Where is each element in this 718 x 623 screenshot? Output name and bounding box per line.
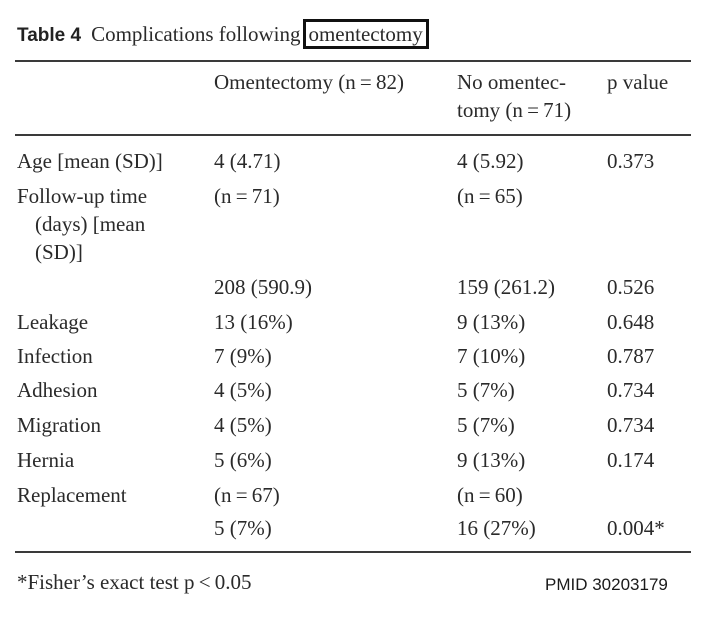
header-no-omentectomy-line1: No omentec- <box>457 70 567 94</box>
cell-age-omentectomy: 4 (4.71) <box>214 149 281 173</box>
cell-migration-no-omentectomy: 5 (7%) <box>457 413 515 437</box>
cell-leakage-omentectomy: 13 (16%) <box>214 310 293 334</box>
cell-leakage-p: 0.648 <box>607 310 655 334</box>
cell-leakage-no-omentectomy: 9 (13%) <box>457 310 526 334</box>
cell-infection-no-omentectomy: 7 (10%) <box>457 344 526 368</box>
row-label-infection: Infection <box>17 344 93 368</box>
cell-hernia-p: 0.174 <box>607 448 655 472</box>
source-pmid: PMID 30203179 <box>545 575 668 594</box>
header-p-value: p value <box>607 70 669 94</box>
cell-infection-omentectomy: 7 (9%) <box>214 344 272 368</box>
highlighted-term: omentectomy <box>303 19 429 49</box>
cell-replacement-p: 0.004* <box>607 516 665 540</box>
row-label-followup-line2: (days) [mean <box>35 212 146 236</box>
table-footnote: *Fisher’s exact test p < 0.05 <box>17 570 252 594</box>
table-number: Table 4 <box>17 25 82 46</box>
cell-followup-p: 0.526 <box>607 275 655 299</box>
cell-followup-n-no-omentectomy: (n = 65) <box>457 184 523 208</box>
row-label-replacement: Replacement <box>17 483 127 507</box>
cell-age-no-omentectomy: 4 (5.92) <box>457 149 524 173</box>
row-label-followup-line1: Follow-up time <box>17 184 148 208</box>
cell-migration-omentectomy: 4 (5%) <box>214 413 272 437</box>
cell-replacement-n-no-omentectomy: (n = 60) <box>457 483 523 507</box>
cell-replacement-no-omentectomy: 16 (27%) <box>457 516 536 540</box>
caption-text: Complications following <box>91 22 301 46</box>
cell-followup-omentectomy: 208 (590.9) <box>214 275 312 299</box>
cell-infection-p: 0.787 <box>607 344 655 368</box>
header-omentectomy: Omentectomy (n = 82) <box>214 70 404 94</box>
row-label-leakage: Leakage <box>17 310 89 334</box>
cell-hernia-no-omentectomy: 9 (13%) <box>457 448 526 472</box>
table-top-rule <box>15 60 691 62</box>
row-label-age: Age [mean (SD)] <box>17 149 163 173</box>
cell-adhesion-no-omentectomy: 5 (7%) <box>457 378 515 402</box>
cell-adhesion-p: 0.734 <box>607 378 655 402</box>
row-label-followup-line3: (SD)] <box>35 240 83 264</box>
cell-age-p: 0.373 <box>607 149 655 173</box>
cell-replacement-omentectomy: 5 (7%) <box>214 516 272 540</box>
table-bottom-rule <box>15 551 691 553</box>
header-no-omentectomy-line2: tomy (n = 71) <box>457 98 572 122</box>
cell-replacement-n-omentectomy: (n = 67) <box>214 483 280 507</box>
cell-followup-no-omentectomy: 159 (261.2) <box>457 275 555 299</box>
row-label-adhesion: Adhesion <box>17 378 98 402</box>
cell-adhesion-omentectomy: 4 (5%) <box>214 378 272 402</box>
table-header-rule <box>15 134 691 136</box>
cell-followup-n-omentectomy: (n = 71) <box>214 184 280 208</box>
cell-hernia-omentectomy: 5 (6%) <box>214 448 272 472</box>
row-label-migration: Migration <box>17 413 101 437</box>
row-label-hernia: Hernia <box>17 448 75 472</box>
cell-migration-p: 0.734 <box>607 413 655 437</box>
table-caption: Table 4 Complications following omentectom… <box>17 19 429 50</box>
